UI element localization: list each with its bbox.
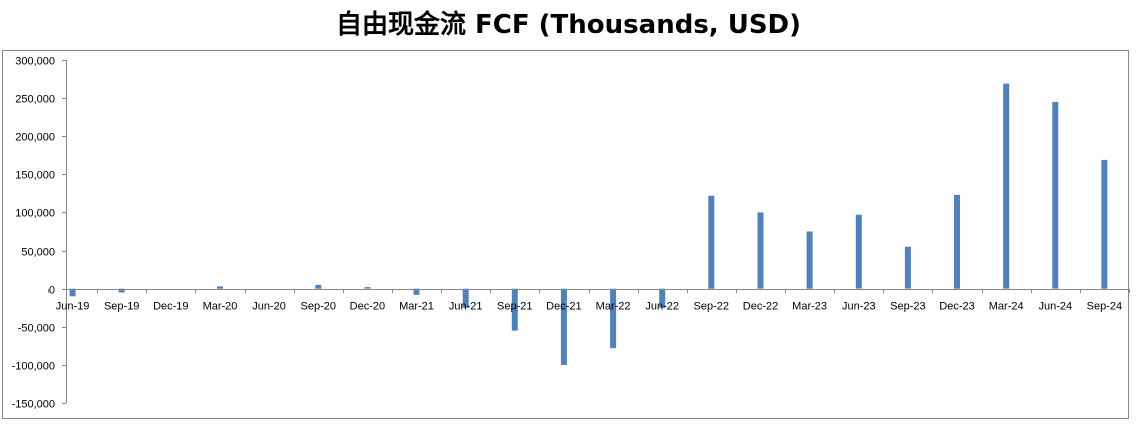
bar xyxy=(413,288,420,295)
x-tick-label: Jun-23 xyxy=(842,301,876,313)
bars xyxy=(69,83,1108,365)
y-tick-label: 50,000 xyxy=(21,247,55,259)
x-tick-label: Dec-19 xyxy=(153,301,188,313)
x-tick-label: Jun-19 xyxy=(56,301,90,313)
x-tick-label: Mar-21 xyxy=(399,301,434,313)
x-tick-label: Sep-23 xyxy=(890,301,925,313)
x-tick-label: Dec-23 xyxy=(939,301,974,313)
bar xyxy=(610,288,617,349)
x-tick-label: Jun-21 xyxy=(449,301,483,313)
x-tick-label: Sep-20 xyxy=(301,301,336,313)
x-tick-label: Jun-20 xyxy=(252,301,286,313)
x-tick-label: Mar-23 xyxy=(792,301,827,313)
y-tick-label: 150,000 xyxy=(15,170,55,182)
x-tick-label: Sep-19 xyxy=(104,301,139,313)
bar xyxy=(1101,159,1108,289)
bar xyxy=(757,212,764,289)
plot-frame xyxy=(2,50,1129,419)
y-tick-label: 300,000 xyxy=(15,56,55,68)
bar xyxy=(560,288,567,365)
bar xyxy=(1003,83,1010,289)
x-tick-label: Jun-24 xyxy=(1038,301,1072,313)
y-axis: 300,000 250,000 200,000 150,000 100,000 50,00… xyxy=(12,56,67,411)
bar xyxy=(659,288,666,308)
bar xyxy=(364,287,371,289)
x-tick-label: Mar-22 xyxy=(596,301,631,313)
x-tick-label: Sep-22 xyxy=(694,301,729,313)
bar xyxy=(69,288,76,297)
bar xyxy=(806,231,813,289)
bar xyxy=(462,288,469,308)
x-tick-label: Mar-20 xyxy=(203,301,238,313)
bar xyxy=(855,214,862,289)
bar xyxy=(1052,101,1059,289)
x-tick-label: Dec-22 xyxy=(743,301,778,313)
bar xyxy=(511,288,518,331)
x-axis: Jun-19 Sep-19 Dec-19 Mar-20 Jun-20 Sep-20 Dec-… xyxy=(48,289,1130,313)
bar xyxy=(217,286,223,289)
x-tick-label: Sep-21 xyxy=(497,301,532,313)
chart-title: 自由现金流 FCF (Thousands, USD) xyxy=(335,10,802,40)
bar xyxy=(708,195,715,289)
y-tick-label: -100,000 xyxy=(12,361,55,373)
bar xyxy=(118,288,125,293)
y-tick-label: 0 xyxy=(49,285,55,297)
y-tick-label: 100,000 xyxy=(15,208,55,220)
bar xyxy=(315,284,322,289)
y-tick-label: -50,000 xyxy=(18,323,55,335)
y-tick-label: -150,000 xyxy=(12,399,55,411)
bar xyxy=(954,194,960,289)
x-tick-label: Jun-22 xyxy=(645,301,679,313)
bar xyxy=(904,246,911,289)
x-tick-label: Mar-24 xyxy=(989,301,1024,313)
y-tick-label: 200,000 xyxy=(15,132,55,144)
x-tick-label: Dec-20 xyxy=(350,301,385,313)
y-tick-label: 250,000 xyxy=(15,94,55,106)
x-tick-label: Dec-21 xyxy=(546,301,581,313)
x-tick-label: Sep-24 xyxy=(1087,301,1122,313)
